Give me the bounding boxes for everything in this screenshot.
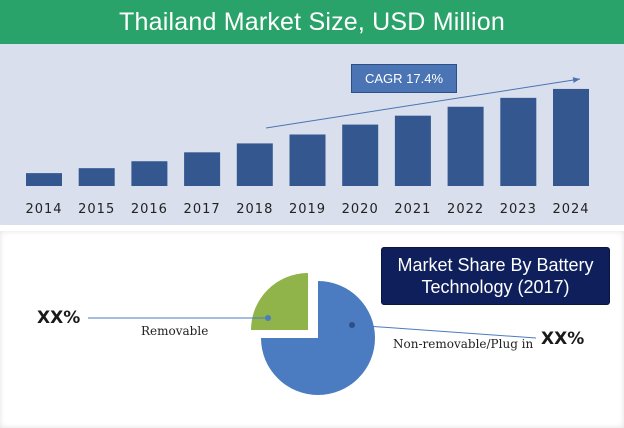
bar-2023 [500,97,537,186]
pie-title-line-2: Technology (2017) [421,277,570,297]
bar-2018 [236,143,273,186]
x-tick-2023: 2023 [500,202,537,217]
removable-leader-dot [265,315,271,321]
x-tick-2019: 2019 [289,202,326,217]
pie-slice-removable [251,273,308,330]
non-removable-label: Non-removable/Plug in [393,337,534,351]
bar-2019 [289,134,326,186]
x-tick-2020: 2020 [342,202,379,217]
bar-2015 [78,168,115,186]
x-tick-2014: 2014 [25,202,62,217]
cagr-annotation: CAGR 17.4% [351,64,457,93]
x-tick-2017: 2017 [184,202,221,217]
bar-2016 [131,161,168,186]
x-tick-2018: 2018 [236,202,273,217]
pie-title-box: Market Share By Battery Technology (2017… [381,247,610,305]
bar-2014 [26,173,62,186]
x-tick-2016: 2016 [131,202,168,217]
bar-2021 [394,115,431,186]
removable-label: Removable [141,324,209,338]
page-title-banner: Thailand Market Size, USD Million [0,0,624,44]
non-removable-leader-dot [349,322,355,328]
pie-title-line-1: Market Share By Battery [397,255,594,275]
x-tick-2021: 2021 [394,202,431,217]
removable-value: XX% [37,308,81,328]
non-removable-value: XX% [541,329,585,349]
cagr-arrow [265,77,581,129]
non-removable-leader-line [351,324,537,339]
bar-2022 [447,106,484,186]
x-tick-2022: 2022 [447,202,484,217]
bar-2024 [553,88,589,186]
cagr-label: CAGR 17.4% [364,71,444,86]
bar-2017 [184,152,221,186]
x-tick-2024: 2024 [552,202,589,217]
bar-2020 [342,124,379,186]
page-title: Thailand Market Size, USD Million [119,7,505,36]
x-tick-2015: 2015 [78,202,115,217]
pie-slice-non-removable [261,281,375,395]
